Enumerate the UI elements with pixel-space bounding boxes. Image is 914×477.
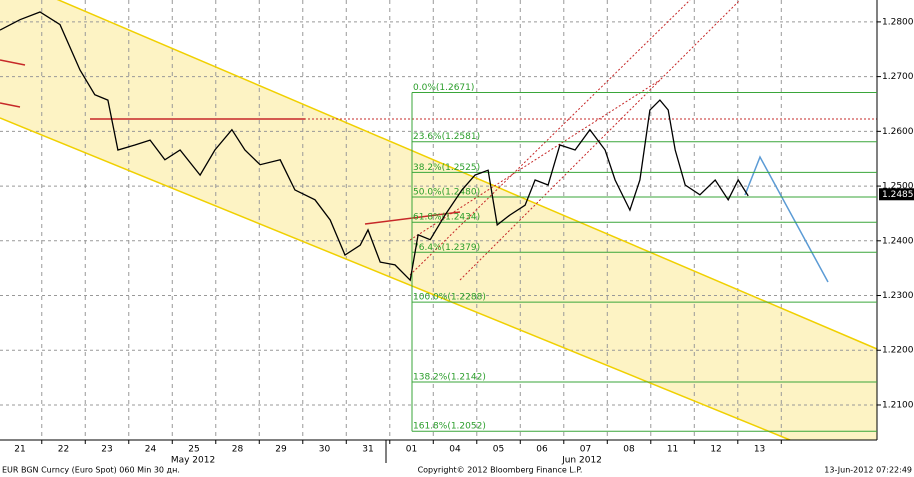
last-price-label: 1.2485	[882, 190, 914, 200]
channel-line	[56, 0, 878, 350]
channel-fill	[0, 0, 877, 440]
channel-line	[0, 117, 791, 441]
x-tick-label: 30	[319, 445, 331, 455]
x-tick-label: 25	[188, 445, 199, 455]
x-tick-label: 04	[449, 445, 461, 455]
y-tick-label: 1.2300	[882, 291, 914, 301]
x-tick-label: 23	[101, 445, 112, 455]
fib-label: 23.6%(1.2581)	[413, 132, 480, 142]
trend-line	[459, 0, 741, 281]
price-line	[0, 11, 749, 282]
fib-label: 38.2%(1.2525)	[413, 163, 480, 173]
x-tick-label: 05	[493, 445, 504, 455]
footer-right: 13-Jun-2012 07:22:49	[824, 466, 912, 475]
y-tick-label: 1.2200	[882, 346, 914, 356]
grid	[0, 0, 877, 440]
x-tick-label: 06	[536, 445, 548, 455]
footer-center: Copyright© 2012 Bloomberg Finance L.P.	[418, 466, 583, 475]
x-tick-label: 31	[362, 445, 373, 455]
y-tick-label: 1.2600	[882, 127, 914, 137]
x-tick-label: 11	[667, 445, 678, 455]
x-axis-area	[0, 440, 914, 477]
x-tick-label: 08	[623, 445, 635, 455]
fib-label: 100.0%(1.2288)	[413, 293, 486, 303]
x-tick-label: 21	[14, 445, 25, 455]
y-tick-label: 1.2100	[882, 400, 914, 410]
fib-label: 61.8%(1.2434)	[413, 213, 480, 223]
x-tick-label: 24	[145, 445, 157, 455]
fib-label: 50.0%(1.2480)	[413, 188, 480, 198]
month-label: May 2012	[171, 456, 215, 466]
month-label: Jun 2012	[561, 456, 602, 466]
y-tick-label: 1.2500	[882, 182, 914, 192]
y-tick-label: 1.2700	[882, 72, 914, 82]
x-tick-label: 07	[580, 445, 591, 455]
x-tick-label: 01	[406, 445, 417, 455]
trend-line	[0, 59, 26, 66]
fib-label: 0.0%(1.2671)	[413, 83, 474, 93]
y-tick-label: 1.2800	[882, 17, 914, 27]
x-tick-label: 13	[754, 445, 765, 455]
y-tick-label: 1.2400	[882, 236, 914, 246]
fib-label: 76.4%(1.2379)	[413, 243, 480, 253]
x-tick-label: 29	[275, 445, 287, 455]
trend-line	[0, 102, 21, 108]
footer-left: EUR BGN Curncy (Euro Spot) 060 Min 30 дн…	[2, 466, 180, 475]
x-tick-label: 12	[710, 445, 721, 455]
projection-line	[744, 155, 829, 283]
fib-label: 138.2%(1.2142)	[413, 372, 486, 382]
last-price-box	[879, 188, 914, 201]
trend-line	[409, 79, 661, 241]
fib-label: 161.8%(1.2052)	[413, 422, 486, 432]
x-tick-label: 28	[232, 445, 244, 455]
trend-line	[409, 0, 691, 276]
x-tick-label: 22	[58, 445, 69, 455]
